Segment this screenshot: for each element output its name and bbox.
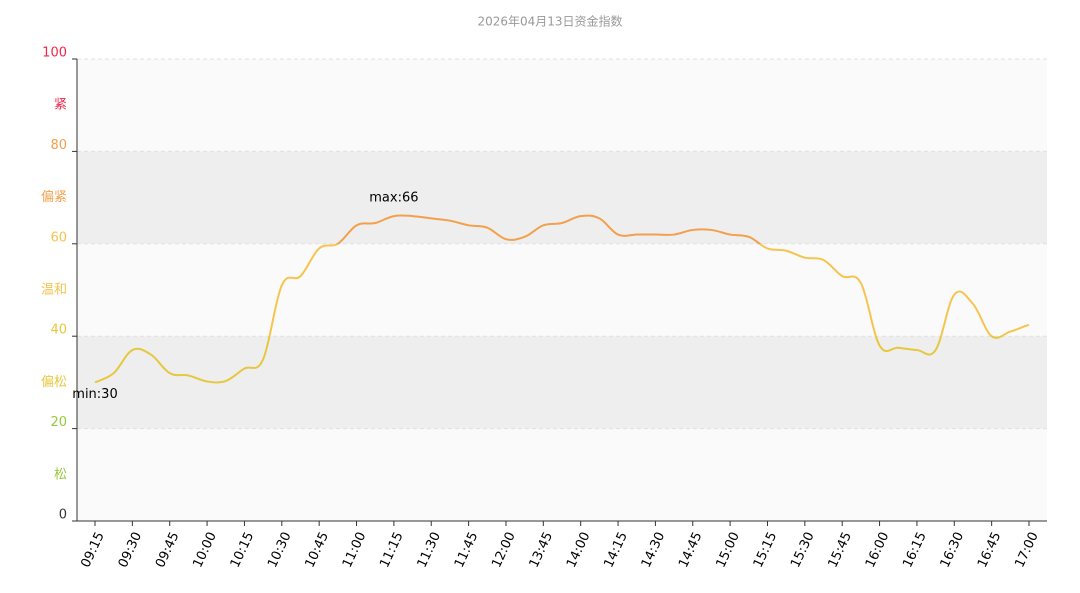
x-tick-label: 12:00 [489,530,518,570]
zone-label: 松 [54,467,67,482]
chart-title: 2026年04月13日资金指数 [477,14,622,29]
x-tick-label: 15:15 [751,530,780,570]
x-tick-label: 15:30 [788,530,817,570]
x-tick-label: 14:15 [601,530,630,570]
x-tick-label: 14:45 [676,530,705,570]
x-tick-label: 16:15 [900,530,929,570]
x-tick-label: 15:00 [713,530,742,570]
y-tick-label: 60 [50,230,67,245]
x-tick-label: 11:00 [340,530,369,570]
x-tick-label: 09:15 [78,530,107,570]
annotation: min:30 [72,387,117,402]
y-tick-label: 100 [42,46,67,61]
y-tick-label: 20 [50,415,67,430]
x-tick-label: 16:00 [863,530,892,570]
zone-label: 偏紧 [41,190,67,205]
x-tick-label: 10:30 [265,530,294,570]
y-tick-label: 40 [50,323,67,338]
split-area [77,59,1047,152]
x-tick-label: 13:45 [527,530,556,570]
x-tick-label: 15:45 [826,530,855,570]
split-area [77,243,1047,337]
x-tick-label: 16:45 [975,530,1004,570]
series-line [94,214,1030,384]
x-tick-label: 11:15 [377,530,406,570]
x-tick-label: 09:45 [153,530,182,570]
x-tick-label: 14:00 [564,530,593,570]
zone-label: 偏松 [41,375,67,390]
zone-label: 紧 [54,98,67,113]
x-tick-label: 14:30 [639,530,668,570]
annotation: max:66 [369,191,418,206]
split-area [77,428,1047,521]
zone-label: 温和 [41,283,67,298]
y-tick-label: 80 [50,138,67,153]
x-tick-label: 11:45 [452,530,481,570]
x-tick-label: 09:30 [116,530,145,570]
x-tick-label: 10:00 [190,530,219,570]
x-tick-label: 17:00 [1012,530,1041,570]
x-tick-label: 16:30 [938,530,967,570]
x-tick-label: 11:30 [415,530,444,570]
x-tick-label: 10:45 [303,530,332,570]
split-area [77,151,1047,244]
x-tick-label: 10:15 [228,530,257,570]
y-tick-label: 0 [59,508,67,523]
